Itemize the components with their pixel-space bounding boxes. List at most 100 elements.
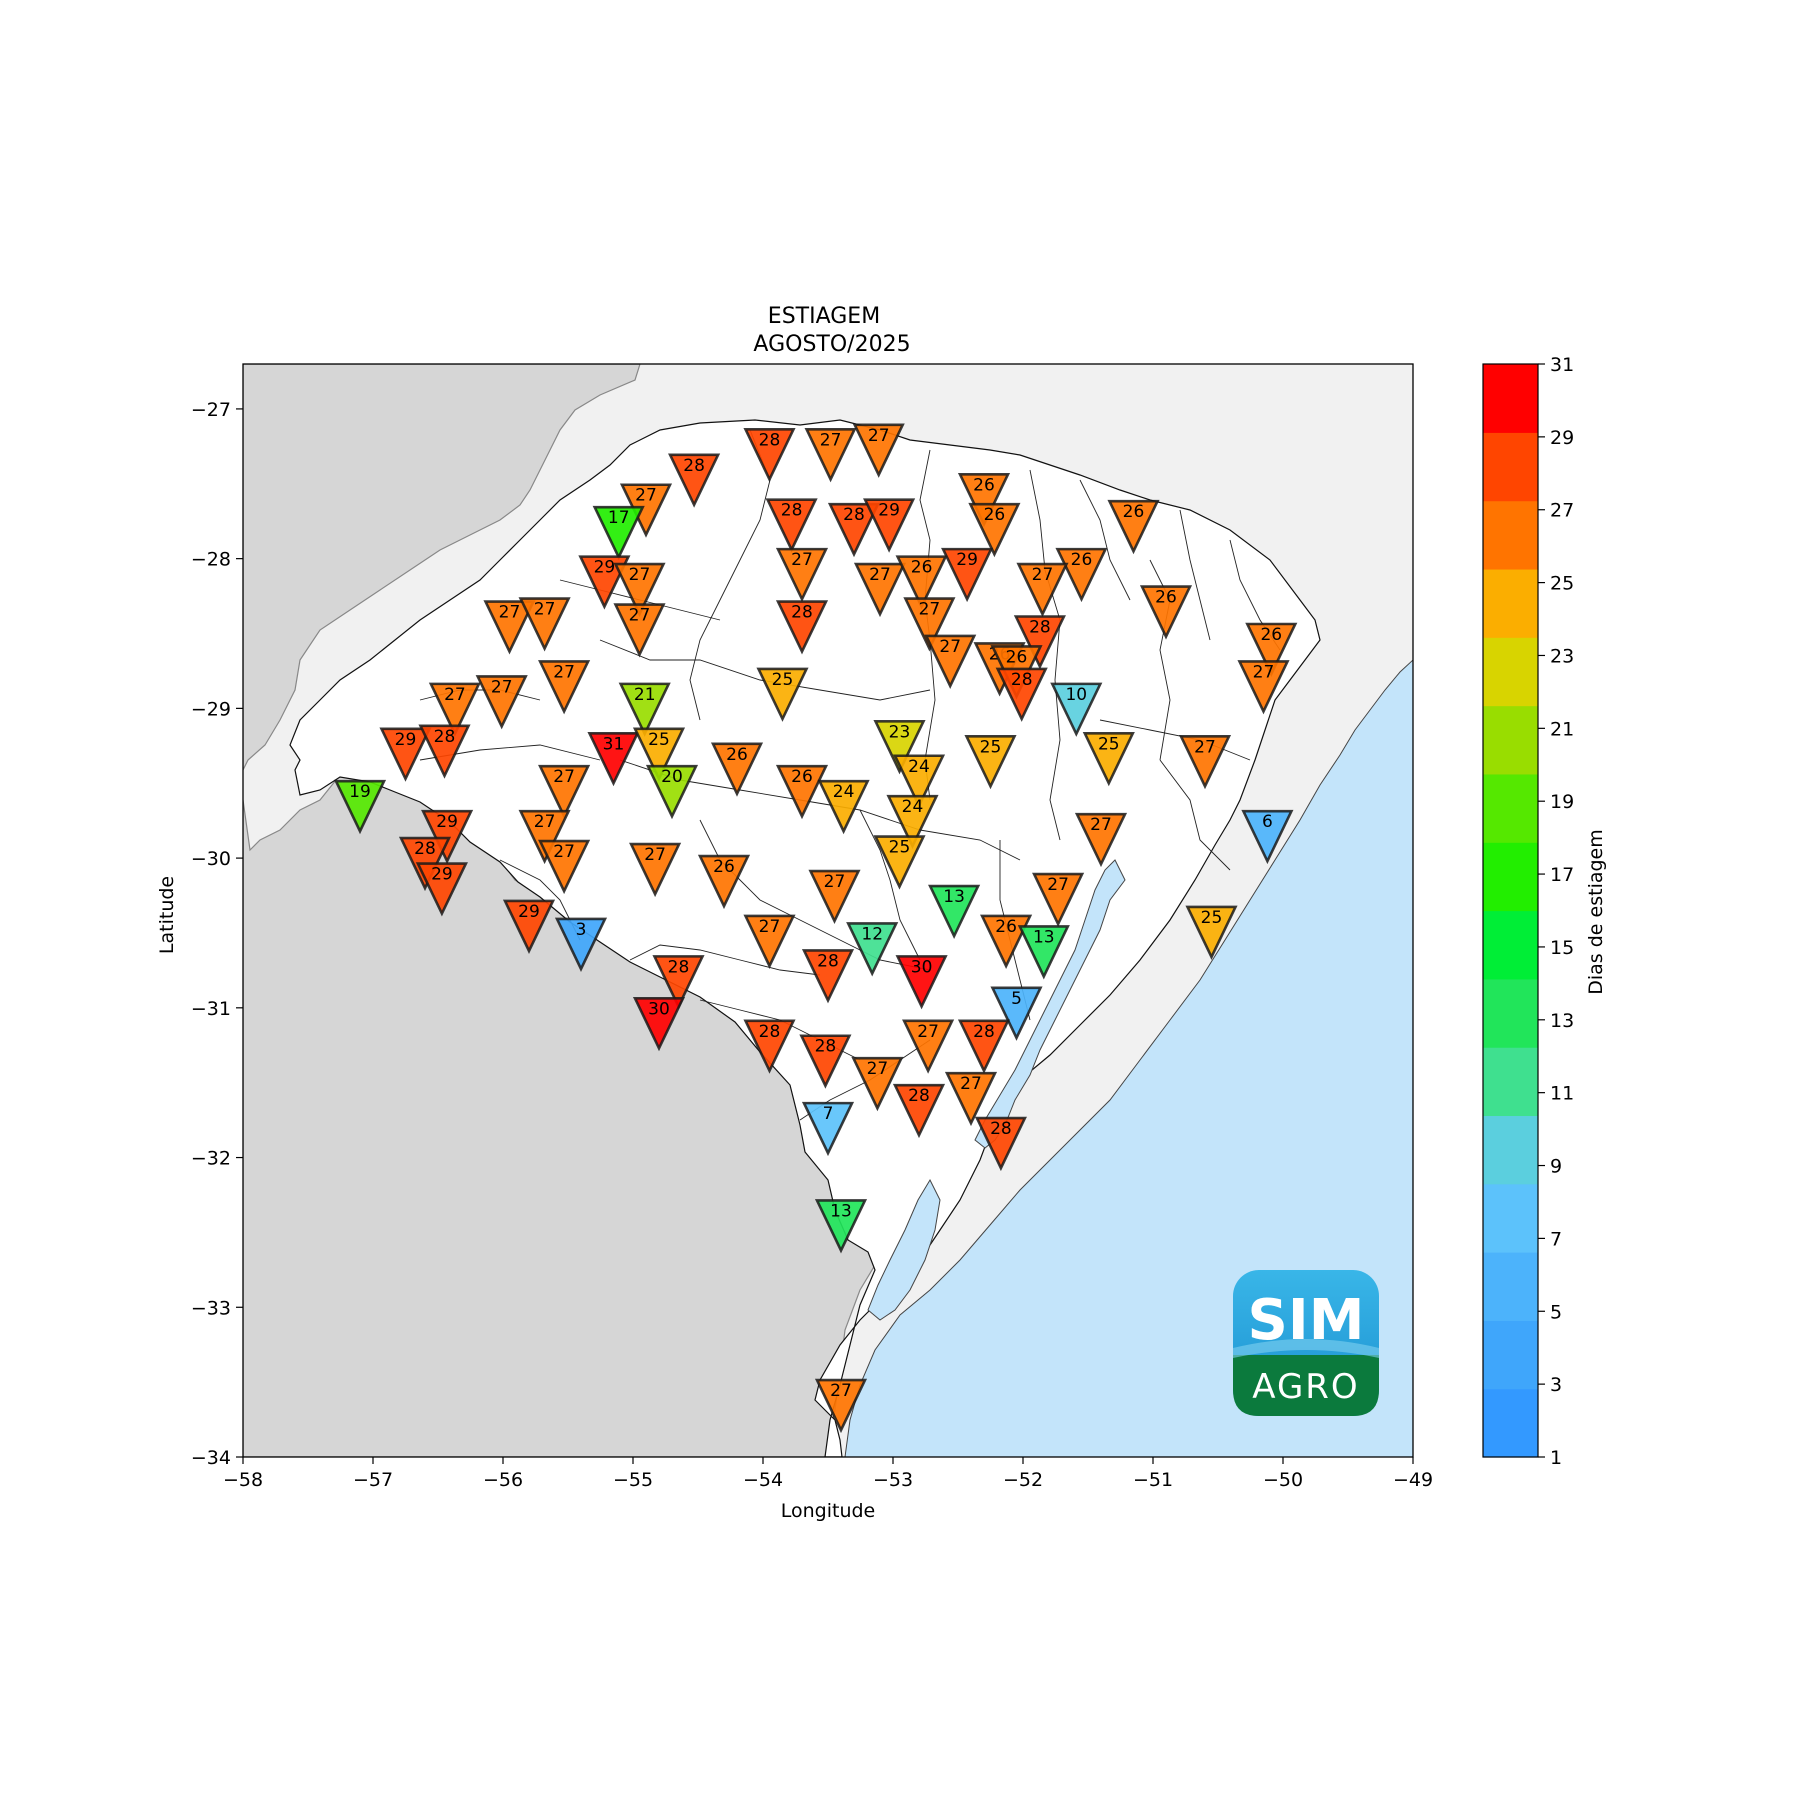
station-triangle [421,809,474,865]
station-value-label: 27 [444,685,466,705]
station-value-label: 27 [553,767,575,787]
station-marker: 27 [518,597,571,652]
station-value-label: 6 [1262,812,1273,832]
colorbar-segment [1483,842,1538,912]
station-value-label: 26 [713,857,735,877]
station-triangle [944,1071,998,1127]
station-marker: 27 [903,597,956,652]
station-marker: 7 [801,1101,855,1157]
station-value-label: 26 [973,475,995,495]
station-triangle [851,1056,904,1112]
station-value-label: 19 [349,782,371,802]
station-triangle [645,764,699,820]
colorbar-tick-label: 21 [1550,718,1574,740]
station-marker: 26 [1107,499,1160,555]
colorbar-segment [1483,1252,1538,1321]
station-value-label: 20 [661,767,683,787]
station-triangle [853,562,907,618]
station-triangle [502,899,556,954]
sim-agro-logo: SIM AGRO [1233,1270,1379,1416]
station-value-label: 26 [1071,550,1093,570]
colorbar-tick-label: 11 [1550,1083,1574,1105]
station-triangle [873,720,926,775]
colorbar-segment [1483,637,1538,707]
station-marker: 23 [873,720,926,775]
station-value-label: 12 [861,924,883,944]
station-triangle [756,667,809,722]
station-value-label: 27 [820,430,842,450]
station-triangle [902,1019,955,1074]
colorbar-tick-label: 13 [1550,1010,1574,1032]
station-triangle [892,754,946,809]
station-marker: 28 [801,949,855,1004]
y-tick-label: −34 [191,1447,231,1469]
station-triangle [863,498,916,553]
station-triangle [668,453,721,508]
station-marker: 26 [710,742,764,797]
station-marker: 25 [756,667,809,722]
colorbar-segment [1483,910,1538,980]
station-value-label: 27 [791,550,813,570]
station-triangle [1241,809,1294,865]
station-triangle [1055,547,1108,603]
station-triangle [710,742,764,797]
station-marker: 28 [995,667,1048,722]
station-value-label: 28 [815,1037,837,1057]
station-value-label: 24 [908,757,930,777]
station-value-label: 27 [869,565,891,585]
station-triangle [518,809,571,865]
station-marker: 28 [1013,615,1066,670]
station-value-label: 30 [648,999,670,1019]
station-value-label: 28 [781,501,803,521]
station-triangle [974,1116,1027,1172]
station-value-label: 27 [939,637,961,657]
x-tick-label: −57 [353,1469,393,1491]
station-marker: 28 [765,498,818,553]
station-triangle [697,854,751,910]
station-triangle [632,997,686,1052]
station-value-label: 27 [1194,737,1216,757]
station-triangle [475,675,528,730]
y-axis-ticks: −34 −33 −32 −31 −30 −29 −28 −27 [191,399,243,1469]
station-value-label: 27 [1032,565,1054,585]
y-tick-label: −28 [191,549,231,571]
station-triangle [1050,682,1103,737]
station-marker: 26 [1139,585,1193,640]
station-marker: 29 [421,809,474,865]
station-marker: 31 [587,731,640,787]
x-tick-label: −58 [223,1469,263,1491]
station-value-label: 26 [1006,647,1028,667]
colorbar-tick-label: 17 [1550,864,1574,886]
station-marker: 26 [1055,547,1108,603]
y-axis-label: Latitude [156,876,178,954]
station-triangle [775,764,829,820]
station-triangle [538,660,591,715]
station-marker: 28 [892,1083,946,1139]
station-value-label: 5 [1011,989,1022,1009]
station-triangle [873,835,926,890]
station-triangle [428,682,481,737]
station-value-label: 27 [1047,875,1069,895]
station-triangle [415,862,468,917]
x-tick-label: −56 [483,1469,523,1491]
station-value-label: 25 [1201,908,1223,928]
colorbar-segment [1483,1320,1538,1390]
station-marker: 13 [928,884,981,940]
colorbar-tick-label: 5 [1550,1301,1562,1323]
station-value-label: 17 [608,508,630,528]
station-value-label: 7 [823,1104,834,1124]
station-value-label: 27 [1090,815,1112,835]
station-value-label: 29 [431,865,453,885]
station-value-label: 27 [644,845,666,865]
station-value-label: 29 [395,730,417,750]
station-value-label: 26 [791,767,813,787]
colorbar-segment [1483,568,1538,638]
x-tick-label: −52 [1003,1469,1043,1491]
station-value-label: 27 [830,1381,852,1401]
station-triangle [846,922,899,977]
station-triangle [578,555,631,610]
colorbar-tick-label: 7 [1550,1228,1562,1250]
station-triangle [941,547,994,603]
station-marker: 26 [895,555,948,610]
